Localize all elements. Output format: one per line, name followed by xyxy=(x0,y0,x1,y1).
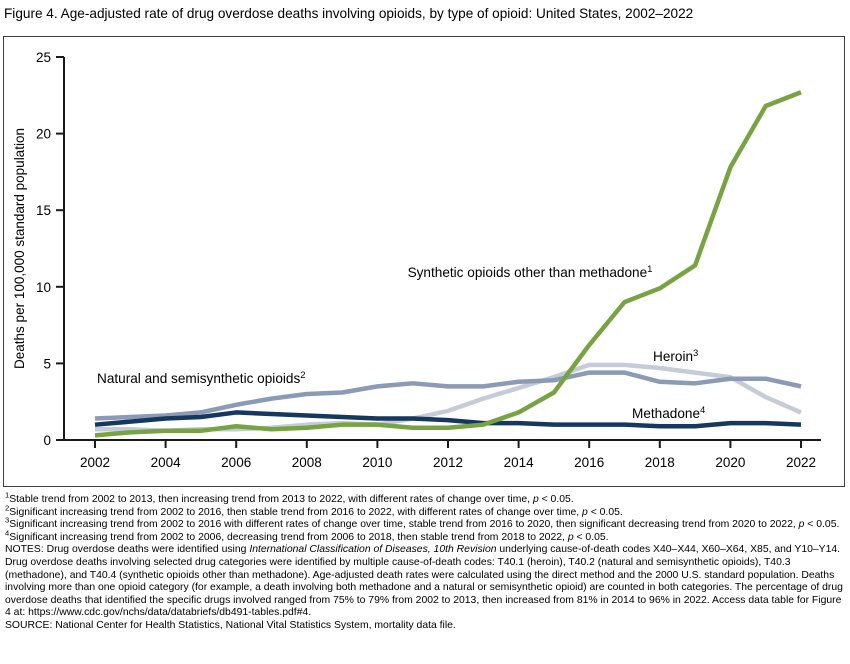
x-tick-label: 2016 xyxy=(574,455,604,470)
x-tick-label: 2020 xyxy=(715,455,745,470)
footnote-line: 4Significant increasing trend from 2002 … xyxy=(5,528,609,543)
series-line-natural-and-semisynthetic-opioids xyxy=(94,370,802,421)
y-tick-label: 0 xyxy=(43,433,51,448)
y-axis-title: Deaths per 100,000 standard population xyxy=(12,128,27,369)
x-tick-label: 2018 xyxy=(645,455,675,470)
x-tick-label: 2004 xyxy=(151,455,182,470)
series-labels: Heroin3 Natural and semisynthetic opioids… xyxy=(97,264,705,421)
series-line-methadone xyxy=(94,410,802,429)
footnote-line: SOURCE: National Center for Health Stati… xyxy=(5,619,456,631)
series-label-methadone: Methadone4 xyxy=(632,405,705,421)
axes: 0 5 10 15 20 25 2002 2004 2006 2008 2010 2012 2014 20… xyxy=(12,50,821,470)
x-tick-label: 2008 xyxy=(292,455,322,470)
series-label-natural-and-semisynthetic-opioids: Natural and semisynthetic opioids2 xyxy=(97,370,306,386)
footnote-line: 3Significant increasing trend from 2002 … xyxy=(5,515,840,531)
x-tick-label: 2006 xyxy=(221,455,251,470)
series-lines xyxy=(94,90,802,438)
y-tick-label: 10 xyxy=(36,280,51,295)
series-line-synthetic-opioids-other-than-methadone xyxy=(94,90,802,438)
y-tick-label: 5 xyxy=(43,356,51,371)
chart-svg: 0 5 10 15 20 25 2002 2004 2006 2008 2010 2012 2014 20… xyxy=(12,50,821,470)
x-tick-label: 2022 xyxy=(786,455,816,470)
x-tick-label: 2002 xyxy=(80,455,110,470)
x-tick-label: 2010 xyxy=(362,455,392,470)
series-label-synthetic-opioids-other-than-methadone: Synthetic opioids other than methadone1 xyxy=(408,264,653,280)
figure-box: 0 5 10 15 20 25 2002 2004 2006 2008 2010 2012 2014 20… xyxy=(3,36,845,487)
footnote-line: 2Significant increasing trend from 2002 … xyxy=(5,503,623,518)
x-tick-label: 2012 xyxy=(433,455,463,470)
series-label-heroin: Heroin3 xyxy=(653,348,698,364)
x-tick-label: 2014 xyxy=(504,455,535,470)
y-tick-label: 20 xyxy=(36,127,51,142)
figure-title: Figure 4. Age-adjusted rate of drug over… xyxy=(4,6,694,21)
y-tick-label: 15 xyxy=(36,203,51,218)
footnote-line: NOTES: Drug overdose deaths were identif… xyxy=(5,544,843,619)
footnotes: 1Stable trend from 2002 to 2013, then in… xyxy=(5,490,845,633)
footnote-line: 1Stable trend from 2002 to 2013, then in… xyxy=(5,490,574,505)
y-tick-label: 25 xyxy=(36,50,51,65)
